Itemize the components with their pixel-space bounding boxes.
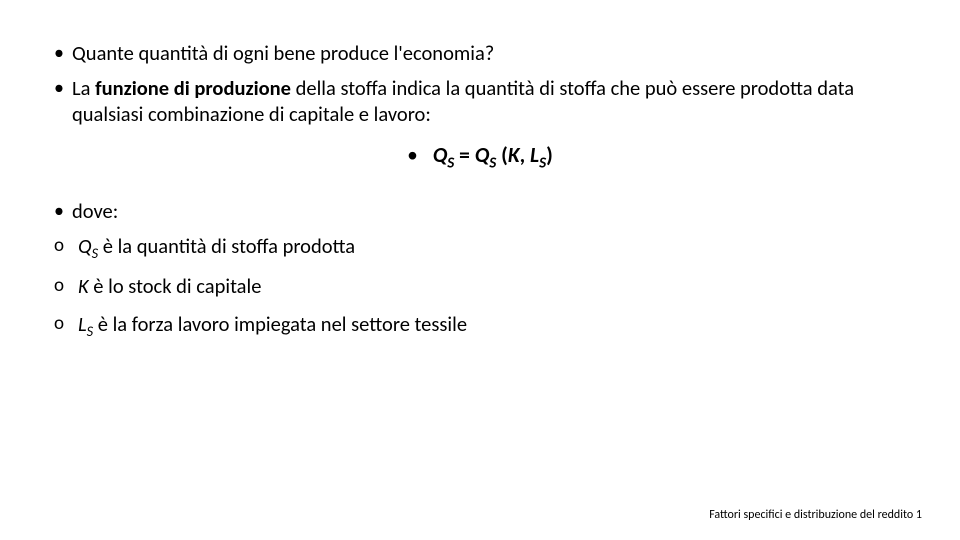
formula-eq: = — [454, 142, 474, 168]
i3-L: L — [78, 311, 87, 337]
formula-L: L — [530, 142, 539, 168]
bullet-dove: dove: — [50, 198, 910, 225]
i2-K: K — [78, 273, 89, 299]
bullet-2-bold: funzione di produzione — [95, 75, 296, 101]
sublist-item-3: LS è la forza lavoro impiegata nel setto… — [50, 311, 910, 341]
formula-open: ( — [496, 142, 508, 168]
formula-rhs-Q: Q — [475, 142, 490, 168]
formula-comma: , — [520, 142, 530, 168]
bullet-2: La funzione di produzione della stoffa i… — [50, 75, 910, 128]
i3-rest: è la forza lavoro impiegata nel settore … — [93, 311, 467, 337]
formula-close: ) — [546, 142, 553, 168]
bullet-1: Quante quantità di ogni bene produce l'e… — [50, 40, 910, 67]
sublist-item-1: QS è la quantità di stoffa prodotta — [50, 233, 910, 263]
bullet-2-prefix: La — [72, 75, 95, 101]
formula-bullet-icon: • — [407, 142, 418, 168]
i1-Q: Q — [78, 233, 92, 259]
footer-page: 1 — [916, 508, 922, 522]
footer-text: Fattori specifici e distribuzione del re… — [709, 508, 916, 522]
footer: Fattori specifici e distribuzione del re… — [709, 508, 922, 522]
bullet-1-text: Quante quantità di ogni bene produce l'e… — [72, 40, 494, 66]
slide: Quante quantità di ogni bene produce l'e… — [0, 0, 960, 540]
i2-rest: è lo stock di capitale — [89, 273, 262, 299]
bullet-list-top: Quante quantità di ogni bene produce l'e… — [50, 40, 910, 128]
i1-rest: è la quantità di stoffa prodotta — [98, 233, 355, 259]
formula-lhs-Q: Q — [433, 142, 448, 168]
sublist: QS è la quantità di stoffa prodotta K è … — [50, 233, 910, 342]
sublist-item-2: K è lo stock di capitale — [50, 273, 910, 301]
bullet-list-dove: dove: — [50, 198, 910, 225]
formula-row: • QS = QS (K, LS) — [50, 142, 910, 172]
dove-label: dove: — [72, 198, 118, 224]
formula-K: K — [508, 142, 520, 168]
